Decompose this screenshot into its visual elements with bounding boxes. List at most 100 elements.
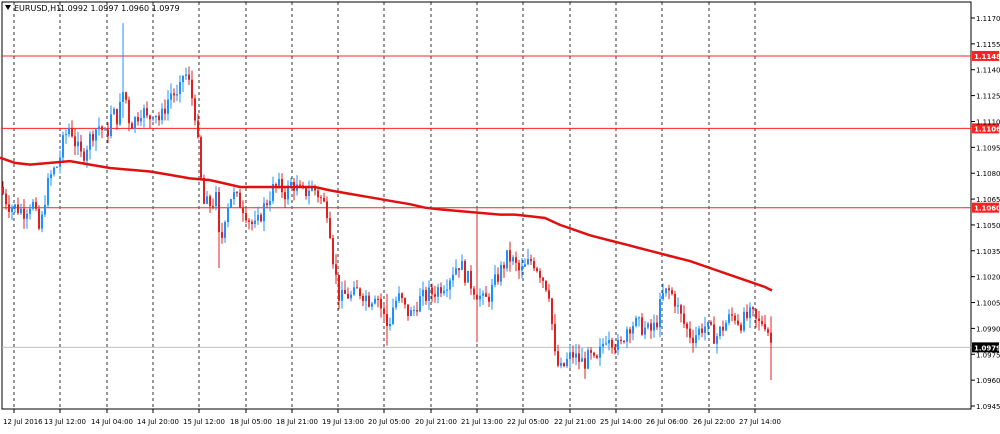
candle-bearish xyxy=(485,293,487,297)
candle-bearish xyxy=(686,323,688,329)
candle-bullish xyxy=(605,343,607,345)
candle-bullish xyxy=(278,179,280,186)
candle-bearish xyxy=(473,288,475,295)
candle-bearish xyxy=(539,271,541,278)
candle-bullish xyxy=(569,352,571,360)
price-tick-label: 1.1125 xyxy=(976,93,1000,101)
candle-bearish xyxy=(671,290,673,294)
price-tick-label: 1.1110 xyxy=(976,118,1000,126)
candle-bearish xyxy=(128,99,130,124)
candle-bearish xyxy=(383,308,385,314)
candle-bearish xyxy=(380,298,382,309)
candle-bearish xyxy=(281,179,283,193)
candle-bearish xyxy=(530,259,532,262)
candle-bullish xyxy=(527,259,529,265)
candle-bearish xyxy=(431,287,433,295)
candle-bearish xyxy=(713,324,715,344)
candle-bullish xyxy=(659,299,661,328)
candle-bullish xyxy=(176,94,178,96)
candle-bearish xyxy=(164,108,166,114)
candle-bearish xyxy=(734,315,736,321)
time-axis[interactable]: 12 Jul 2016 13 Jul 12:00 14 Jul 04:00 14 Ju… xyxy=(3,409,781,426)
time-tick-label: 22 Jul 21:00 xyxy=(554,418,596,426)
candle-bearish xyxy=(188,74,190,80)
horizontal-levels[interactable]: 1.1148 1.1106 1.1060 1.0979 xyxy=(2,50,1000,353)
candle-bullish xyxy=(602,343,604,347)
candle-bullish xyxy=(491,284,493,302)
candle-bearish xyxy=(674,293,676,307)
dropdown-arrow-icon[interactable] xyxy=(5,5,11,10)
candle-bullish xyxy=(389,323,391,327)
candle-bearish xyxy=(200,137,202,178)
time-tick-label: 15 Jul 12:00 xyxy=(183,418,225,426)
candle-bearish xyxy=(38,208,40,229)
price-tick-label: 1.1005 xyxy=(976,300,1000,308)
time-tick-label: 13 Jul 12:00 xyxy=(44,418,86,426)
candle-bullish xyxy=(230,199,232,208)
candle-bullish xyxy=(95,129,97,141)
candle-bullish xyxy=(134,117,136,129)
candle-bearish xyxy=(197,120,199,138)
candle-bullish xyxy=(311,186,313,191)
candle-bullish xyxy=(113,108,115,115)
candle-bullish xyxy=(575,353,577,358)
candle-bullish xyxy=(254,220,256,224)
candle-bearish xyxy=(251,221,253,224)
candle-bearish xyxy=(368,295,370,307)
candle-bearish xyxy=(284,192,286,200)
candle-bullish xyxy=(626,329,628,342)
candle-bullish xyxy=(29,208,31,214)
candle-bullish xyxy=(152,117,154,120)
candle-bearish xyxy=(596,355,598,358)
time-tick-label: 12 Jul 2016 xyxy=(3,418,43,426)
candle-bearish xyxy=(74,136,76,147)
candle-bullish xyxy=(257,214,259,221)
candle-bearish xyxy=(344,289,346,294)
candle-bearish xyxy=(731,314,733,316)
chart-header: EURUSD,H1 1.0992 1.0997 1.0960 1.0979 xyxy=(5,4,180,13)
candle-bullish xyxy=(272,184,274,201)
candle-bullish xyxy=(512,257,514,262)
candle-bullish xyxy=(422,289,424,297)
price-tick-label: 1.1155 xyxy=(976,41,1000,49)
candle-bearish xyxy=(314,186,316,191)
candle-bullish xyxy=(224,222,226,238)
candle-bearish xyxy=(173,93,175,96)
candle-bearish xyxy=(356,287,358,289)
candle-bullish xyxy=(566,359,568,367)
candle-bullish xyxy=(608,339,610,344)
candle-bullish xyxy=(32,201,34,209)
price-tick-label: 1.1170 xyxy=(976,15,1000,23)
candle-bullish xyxy=(140,117,142,122)
candle-bullish xyxy=(290,181,292,186)
candle-bearish xyxy=(464,261,466,283)
price-axis[interactable]: 1.1170 1.1155 1.1140 1.1125 1.1110 1.1095 1.10… xyxy=(971,15,1000,411)
candle-bullish xyxy=(371,303,373,307)
candle-bearish xyxy=(611,339,613,348)
candle-bullish xyxy=(122,92,124,102)
candle-bullish xyxy=(704,326,706,333)
candle-bearish xyxy=(683,313,685,324)
candle-bullish xyxy=(599,346,601,358)
candle-bearish xyxy=(101,126,103,131)
candle-bullish xyxy=(449,280,451,290)
candle-bearish xyxy=(92,134,94,141)
candle-bullish xyxy=(437,287,439,297)
candle-bullish xyxy=(11,207,13,212)
price-tick-label: 1.1140 xyxy=(976,67,1000,75)
candle-bullish xyxy=(446,289,448,291)
candle-bearish xyxy=(407,304,409,317)
candle-bullish xyxy=(428,287,430,301)
candle-bearish xyxy=(641,317,643,335)
candle-bearish xyxy=(221,232,223,238)
candle-bullish xyxy=(47,178,49,205)
candle-bearish xyxy=(755,309,757,319)
candle-bullish xyxy=(287,185,289,200)
candle-bullish xyxy=(587,349,589,369)
candle-bearish xyxy=(2,186,4,194)
candle-bearish xyxy=(551,298,553,324)
candle-bullish xyxy=(521,266,523,271)
candle-bearish xyxy=(80,141,82,152)
